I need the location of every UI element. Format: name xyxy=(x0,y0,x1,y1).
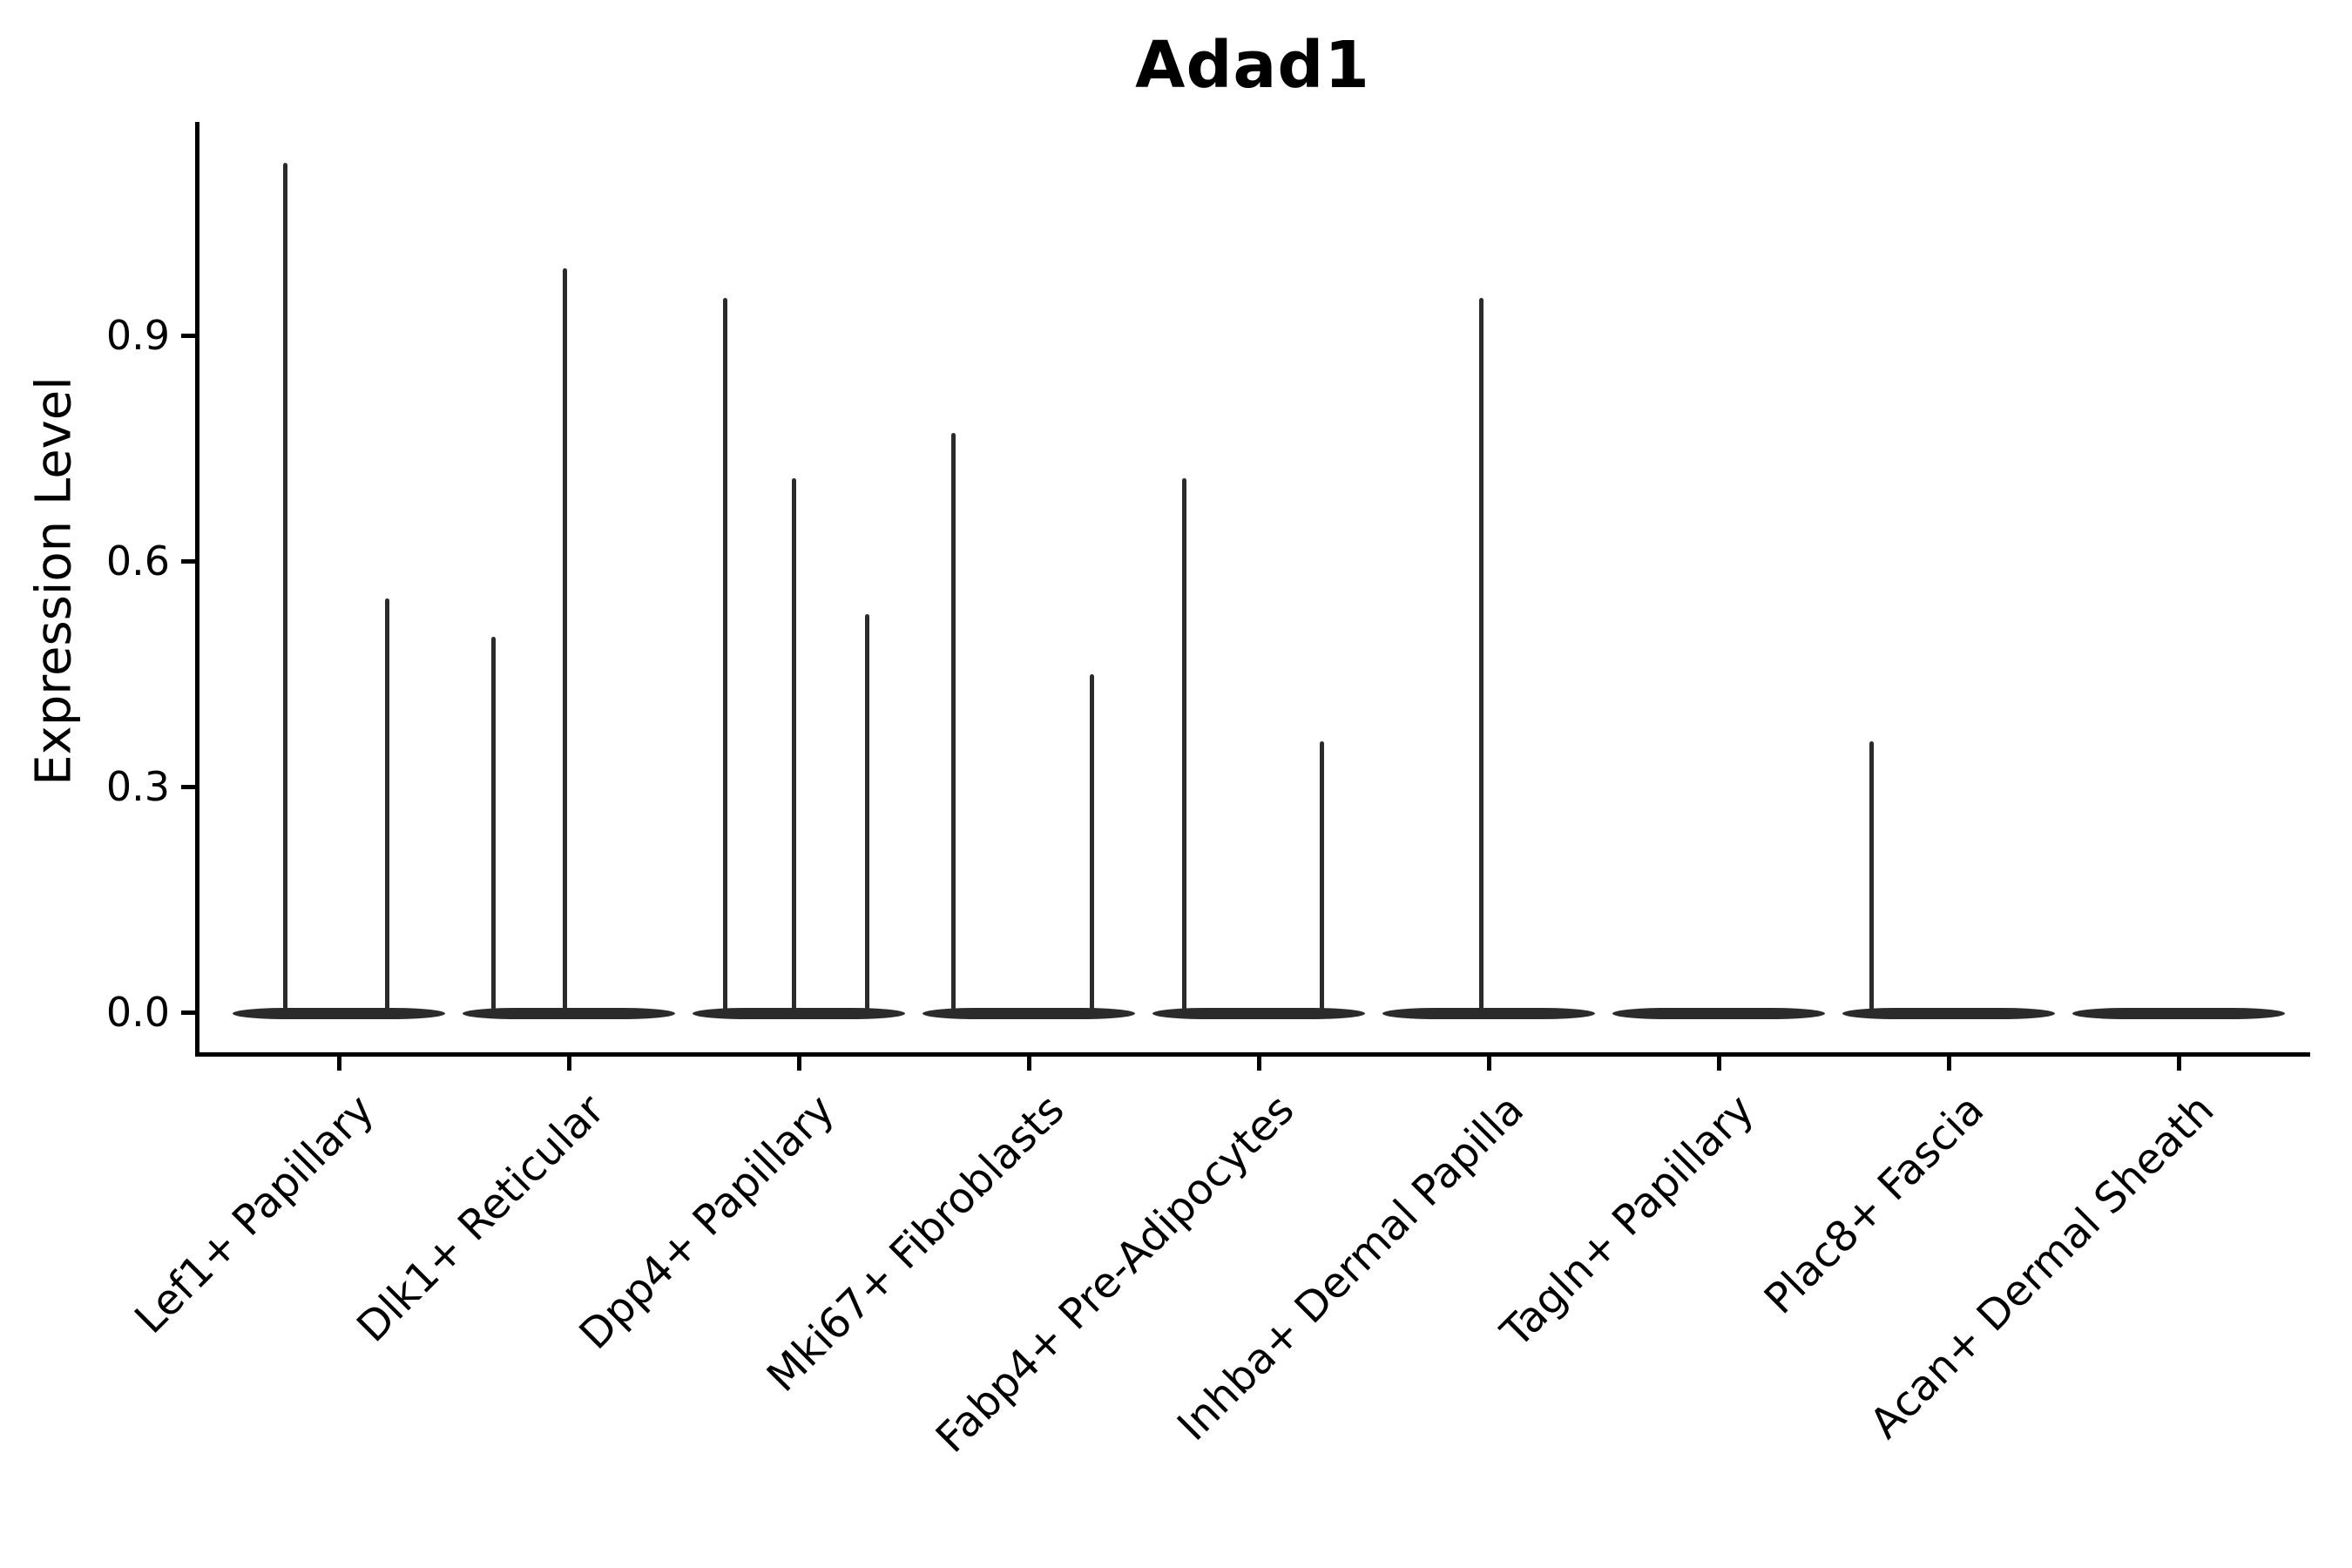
y-tick-mark xyxy=(181,559,195,564)
x-tick-label: Dpp4+ Papillary xyxy=(570,1085,844,1359)
plot-title: Adad1 xyxy=(1135,28,1370,103)
violin-body xyxy=(2072,1007,2285,1019)
x-tick-mark xyxy=(1717,1057,1721,1071)
violin-spike xyxy=(1181,478,1186,1012)
violin-body xyxy=(233,1007,445,1019)
y-tick-mark xyxy=(181,334,195,339)
violin-spike xyxy=(1089,673,1094,1012)
violin-spike xyxy=(562,267,567,1012)
violin-body xyxy=(1382,1007,1595,1019)
y-tick-label: 0.9 xyxy=(105,312,170,360)
y-tick-label: 0.0 xyxy=(105,989,170,1036)
x-tick-mark xyxy=(567,1057,571,1071)
x-tick-mark xyxy=(1257,1057,1261,1071)
x-tick-mark xyxy=(2177,1057,2181,1071)
x-tick-label: Plac8+ Fascia xyxy=(1754,1085,1994,1324)
violin-spike xyxy=(722,298,727,1012)
violin-body xyxy=(693,1007,905,1019)
y-tick-mark xyxy=(181,785,195,790)
x-tick-mark xyxy=(797,1057,801,1071)
violin-body xyxy=(1612,1007,1825,1019)
x-tick-label: Tagln+ Papillary xyxy=(1491,1085,1764,1357)
x-tick-mark xyxy=(337,1057,341,1071)
x-axis-spine xyxy=(195,1052,2310,1057)
violin-body xyxy=(463,1007,675,1019)
violin-spike xyxy=(384,598,389,1012)
violin-spike xyxy=(490,636,496,1012)
violin-spike xyxy=(1319,741,1324,1012)
violin-spike xyxy=(864,613,869,1012)
violin-body xyxy=(1842,1007,2055,1019)
x-tick-mark xyxy=(1487,1057,1491,1071)
violin-spike xyxy=(282,162,287,1012)
y-tick-label: 0.6 xyxy=(105,537,170,585)
violin-spike xyxy=(1869,741,1874,1012)
y-tick-label: 0.3 xyxy=(105,763,170,811)
violin-body xyxy=(1152,1007,1365,1019)
x-tick-mark xyxy=(1947,1057,1951,1071)
y-tick-mark xyxy=(181,1010,195,1015)
violin-body xyxy=(923,1007,1135,1019)
violin-spike xyxy=(1478,298,1484,1012)
x-tick-label: Dlk1+ Reticular xyxy=(347,1085,614,1352)
y-axis-spine xyxy=(195,122,199,1057)
violin-spike xyxy=(950,433,956,1012)
x-tick-label: Lef1+ Papillary xyxy=(125,1085,384,1343)
x-tick-mark xyxy=(1027,1057,1031,1071)
violin-spike xyxy=(791,478,796,1012)
